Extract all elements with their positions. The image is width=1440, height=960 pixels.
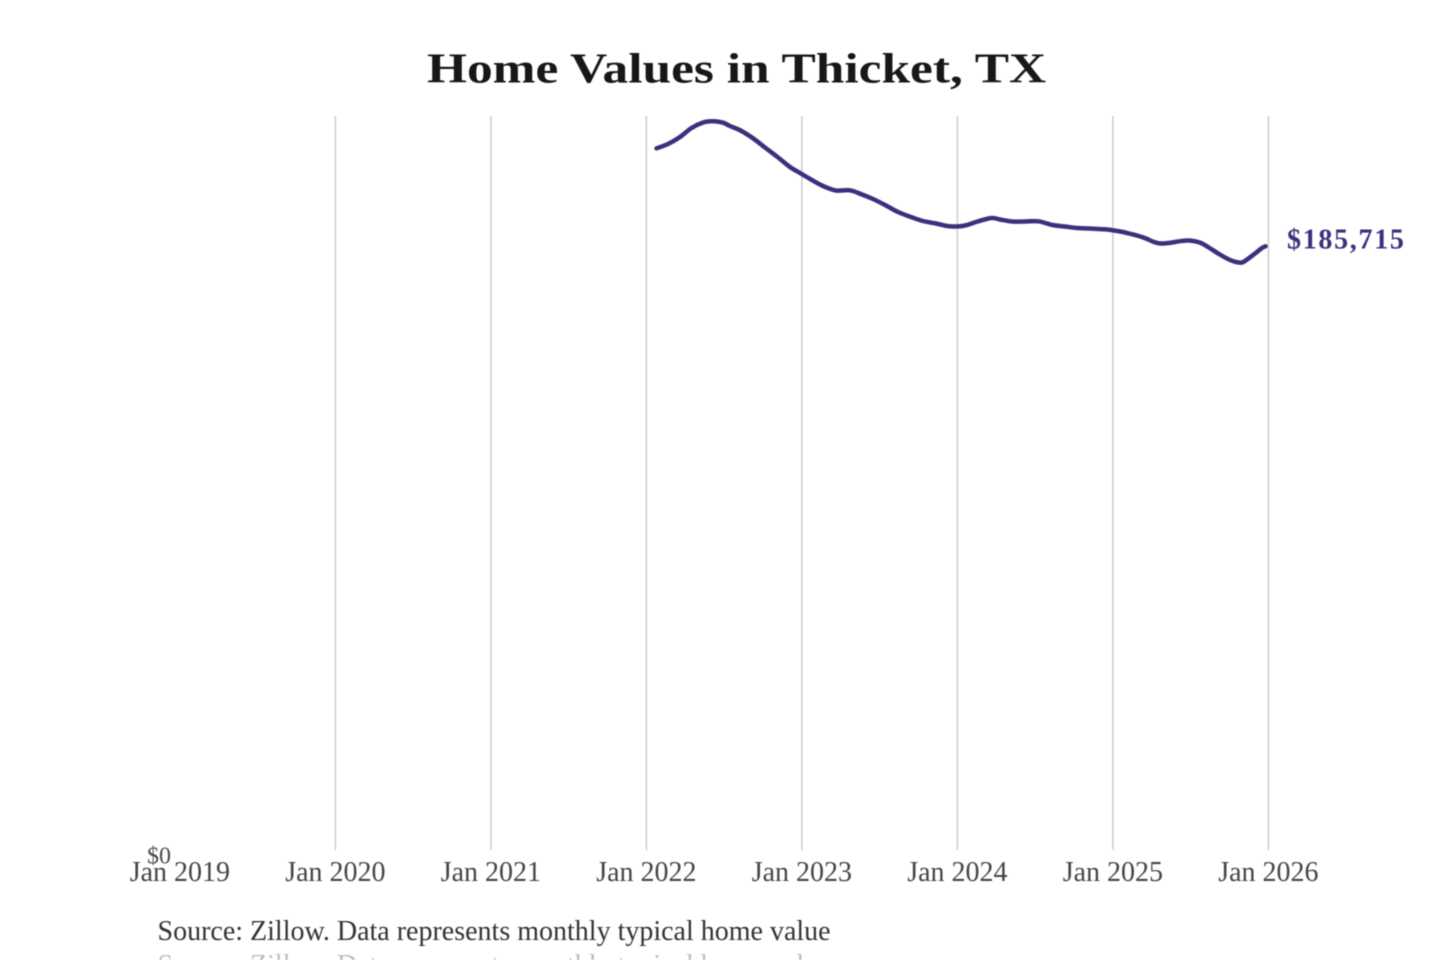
svg-text:Jan 2020: Jan 2020 bbox=[285, 857, 385, 888]
svg-text:Jan 2019: Jan 2019 bbox=[130, 857, 230, 888]
svg-text:Jan 2026: Jan 2026 bbox=[1218, 857, 1318, 888]
svg-text:Jan 2025: Jan 2025 bbox=[1063, 857, 1163, 888]
svg-text:Jan 2024: Jan 2024 bbox=[907, 857, 1007, 888]
svg-text:Home Values in Thicket, TX: Home Values in Thicket, TX bbox=[427, 46, 1046, 93]
svg-text:$185,715: $185,715 bbox=[1287, 224, 1406, 255]
svg-text:Jan 2022: Jan 2022 bbox=[596, 857, 696, 888]
svg-text:Jan 2021: Jan 2021 bbox=[441, 857, 541, 888]
svg-text:$0: $0 bbox=[147, 843, 171, 869]
svg-text:Source: Zillow. Data represent: Source: Zillow. Data represents monthly … bbox=[158, 916, 831, 947]
svg-text:Jan 2023: Jan 2023 bbox=[752, 857, 852, 888]
svg-text:Source: Zillow. Data represent: Source: Zillow. Data represents monthly … bbox=[158, 950, 831, 960]
